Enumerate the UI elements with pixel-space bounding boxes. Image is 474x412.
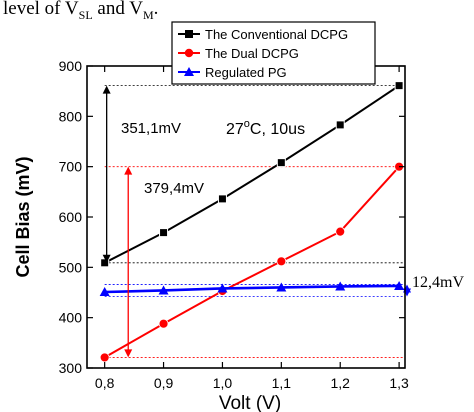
- data-point: [217, 194, 227, 204]
- y-tick-label: 800: [59, 108, 83, 124]
- y-axis-label: Cell Bias (mV): [13, 156, 33, 277]
- legend-swatch-marker: [185, 30, 193, 38]
- arrow-conventional: [102, 85, 111, 263]
- condition-rest: C, 10us: [250, 121, 305, 138]
- series-line: [104, 165, 400, 359]
- data-point: [99, 352, 110, 363]
- data-point: [335, 226, 346, 237]
- condition-value: 27: [226, 121, 244, 138]
- axes-layer: 0,8 0,9 1,0 1,1 1,2 1,3 300 400 500 600 700 800 900 V…: [13, 58, 409, 412]
- y-tick-label: 600: [59, 209, 83, 225]
- difference-arrows: [102, 85, 411, 358]
- arrow-dual: [124, 166, 133, 358]
- x-tick-label: 0,8: [95, 375, 115, 391]
- data-point: [276, 282, 287, 292]
- arrow-head-up: [102, 85, 111, 94]
- y-tick-label: 500: [59, 259, 83, 275]
- series-line: [104, 284, 400, 294]
- series-line: [104, 84, 400, 264]
- data-point: [100, 258, 110, 268]
- y-tick-label: 900: [59, 58, 83, 74]
- y-tick-label: 400: [59, 310, 83, 326]
- data-point: [217, 283, 228, 293]
- condition-sup: o: [244, 118, 250, 130]
- annotation-conventional: 351,1mV: [121, 120, 181, 137]
- data-point: [99, 286, 110, 296]
- arrow-head-down: [102, 254, 111, 263]
- caption-text: level of VSL and VM.: [3, 0, 159, 22]
- data-point: [158, 285, 169, 295]
- x-tick-label: 1,3: [389, 375, 409, 391]
- plot-frame: [86, 65, 406, 369]
- arrow-head-up: [124, 166, 133, 175]
- annotation-regulated: 12,4mV: [412, 274, 464, 291]
- data-point: [276, 256, 287, 267]
- x-tick-label: 1,0: [213, 375, 233, 391]
- x-tick-label: 1,1: [272, 375, 292, 391]
- legend-entry: Regulated PG: [205, 65, 287, 80]
- annotations: 351,1mV 379,4mV 12,4mV 27oC, 10us: [121, 118, 464, 291]
- y-tick-label: 700: [59, 159, 83, 175]
- x-tick-label: 1,2: [330, 375, 350, 391]
- x-tick-label: 0,9: [154, 375, 174, 391]
- data-point: [394, 81, 404, 91]
- data-point: [276, 158, 286, 168]
- data-point: [335, 120, 345, 130]
- y-tick-label: 300: [59, 360, 83, 376]
- series-layer: [99, 81, 405, 363]
- arrow-head-down: [124, 349, 133, 358]
- annotation-dual: 379,4mV: [144, 180, 204, 197]
- x-axis-label: Volt (V): [219, 393, 281, 412]
- data-point: [158, 318, 169, 329]
- legend-box: [171, 21, 376, 85]
- legend: The Conventional DCPG The Dual DCPG Regula…: [171, 21, 376, 85]
- annotation-condition: 27oC, 10us: [226, 118, 305, 138]
- data-point: [159, 228, 169, 238]
- legend-entry: The Dual DCPG: [205, 46, 299, 61]
- legend-swatch-marker: [184, 48, 194, 58]
- legend-entry: The Conventional DCPG: [205, 27, 348, 42]
- legend-swatch-marker: [184, 67, 194, 76]
- data-point: [394, 280, 405, 290]
- data-point: [335, 281, 346, 291]
